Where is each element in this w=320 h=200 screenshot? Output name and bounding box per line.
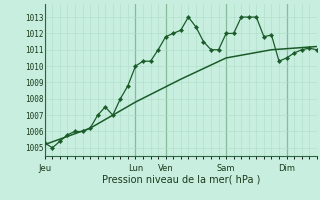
X-axis label: Pression niveau de la mer( hPa ): Pression niveau de la mer( hPa ) [102, 174, 260, 184]
